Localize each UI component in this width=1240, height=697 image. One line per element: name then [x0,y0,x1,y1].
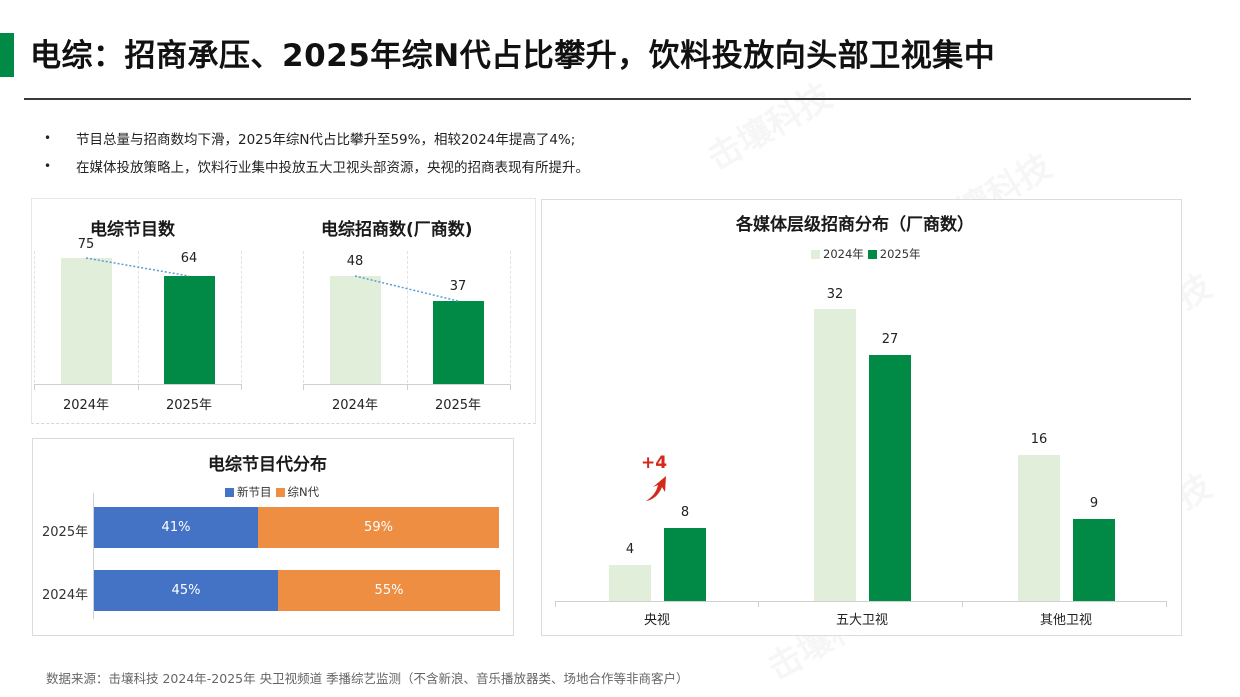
axis-tick [407,384,408,390]
legend-swatch-2025 [867,249,877,259]
x-label: 2025年 [165,398,213,413]
bullet-item: • 在媒体投放策略上，饮料行业集中投放五大卫视头部资源，央视的招商表现有所提升。 [44,152,589,180]
axis-tick [303,384,304,390]
value-label: 4 [625,542,635,557]
bullet-item: • 节目总量与招商数均下滑，2025年综N代占比攀升至59%，相较2024年提高… [44,124,589,152]
chart-program-count: 电综节目数 75 64 2024年 2025年 [31,198,291,424]
bar-cctv-2025 [664,528,706,601]
axis-tick [34,384,35,390]
x-label: 五大卫视 [835,613,888,628]
title-divider [24,98,1191,100]
gridline [138,251,139,383]
legend: 2024年 2025年 [807,246,921,262]
chart-title: 电综招商数(厂商数) [321,220,473,240]
legend-swatch-sequel [275,487,285,497]
x-label: 2024年 [331,398,379,413]
legend: 新节目 综N代 [221,484,319,500]
increase-annotation: +4 [641,453,668,473]
x-axis [555,601,1167,602]
gridline [407,251,408,383]
gridline [34,251,35,383]
x-label: 央视 [643,613,670,628]
y-axis [93,493,94,619]
axis-tick [758,601,759,607]
bar-other-2024 [1018,455,1060,601]
gridline [241,251,242,383]
gridline [303,251,304,383]
bar-sequel-2024: 55% [278,570,500,611]
bar-sequel-2025: 59% [258,507,499,548]
y-label: 2024年 [42,588,89,603]
axis-tick [555,601,556,607]
bar-top5-2025 [869,355,911,601]
bar-2025 [433,301,484,384]
axis-tick [510,384,511,390]
chart-media-tier-distribution: 各媒体层级招商分布（厂商数） 2024年 2025年 4 8 32 27 16 … [541,199,1182,636]
bullet-text: 节目总量与招商数均下滑，2025年综N代占比攀升至59%，相较2024年提高了4… [76,132,576,148]
x-label: 其他卫视 [1039,613,1092,628]
value-label: 27 [881,332,899,347]
legend-label: 2025年 [879,247,921,261]
summary-bullets: • 节目总量与招商数均下滑，2025年综N代占比攀升至59%，相较2024年提高… [44,124,589,180]
x-label: 2024年 [62,398,110,413]
value-label: 8 [680,505,690,520]
watermark: 击壤科技 [697,69,839,179]
bar-top5-2024 [814,309,856,601]
chart-title: 电综节目数 [90,220,175,240]
y-label: 2025年 [42,525,89,540]
bar-cctv-2024 [609,565,651,601]
value-label: 75 [77,237,95,252]
axis-tick [138,384,139,390]
legend-swatch-2024 [811,249,820,259]
value-label: 32 [826,287,844,302]
bullet-dot-icon: • [44,159,52,173]
value-label: 16 [1030,432,1048,447]
legend-label: 2024年 [823,247,864,261]
axis-tick [241,384,242,390]
value-label: 37 [449,279,467,294]
chart-generation-distribution: 电综节目代分布 新节目 综N代 2025年 41% 59% 2024年 45% … [32,438,514,636]
legend-label: 综N代 [287,485,320,499]
bar-2025 [164,276,215,384]
page-title: 电综：招商承压、2025年综N代占比攀升，饮料投放向头部卫视集中 [30,38,996,74]
bullet-text: 在媒体投放策略上，饮料行业集中投放五大卫视头部资源，央视的招商表现有所提升。 [76,160,589,176]
data-source-footnote: 数据来源：击壤科技 2024年-2025年 央卫视频道 季播综艺监测（不含新浪、… [46,671,689,686]
trendline [85,257,190,277]
bar-new-2024: 45% [94,570,278,611]
bar-2024 [330,276,381,384]
title-accent-bar [0,33,14,77]
value-label: 64 [180,251,198,266]
legend-label: 新节目 [237,485,272,499]
chart-sponsor-count: 电综招商数(厂商数) 48 37 2024年 2025年 [291,198,536,424]
trendline [354,275,459,302]
gridline [510,251,511,383]
legend-swatch-new [225,487,234,497]
value-label: 48 [346,254,364,269]
increase-arrow-icon [646,476,666,501]
chart-title: 电综节目代分布 [208,455,327,475]
bar-new-2025: 41% [94,507,258,548]
x-label: 2025年 [434,398,482,413]
chart-title: 各媒体层级招商分布（厂商数） [736,215,974,235]
axis-tick [962,601,963,607]
bar-2024 [61,258,112,384]
bar-other-2025 [1073,519,1115,601]
bullet-dot-icon: • [44,131,52,145]
axis-tick [1166,601,1167,607]
value-label: 9 [1089,496,1099,511]
